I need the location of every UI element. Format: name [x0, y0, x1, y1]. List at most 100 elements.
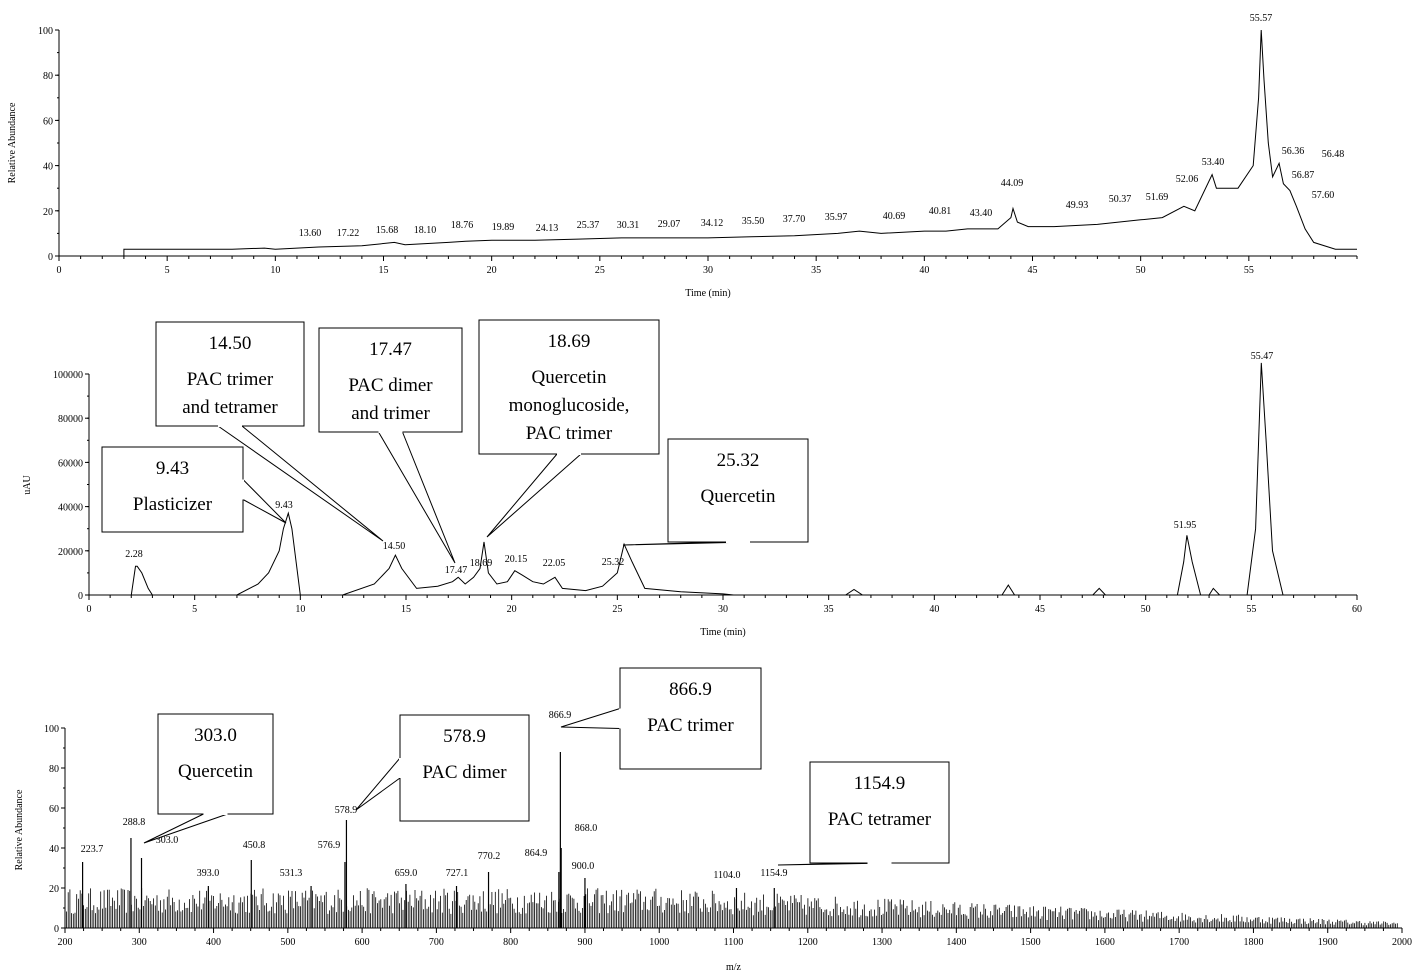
peak-label: 393.0 — [197, 868, 220, 879]
callout-pointer — [560, 708, 621, 729]
x-tick-label: 45 — [1028, 265, 1038, 276]
callout-pointer — [143, 813, 228, 844]
y-tick-label: 80 — [49, 764, 59, 775]
peak-label: 288.8 — [123, 817, 146, 828]
peak-label: 727.1 — [446, 868, 469, 879]
peak-label: 25.32 — [602, 557, 625, 568]
peak-label: 9.43 — [275, 500, 293, 511]
x-tick-label: 50 — [1136, 265, 1146, 276]
x-tick-label: 1600 — [1095, 937, 1115, 948]
peak-label: 35.50 — [742, 216, 765, 227]
peak-label: 2.28 — [125, 549, 143, 560]
callout-pointer — [378, 431, 456, 564]
peak-label: 43.40 — [970, 208, 993, 219]
peak-label: 51.95 — [1174, 520, 1197, 531]
peak-label: 55.57 — [1250, 13, 1273, 24]
y-tick-label: 60 — [43, 116, 53, 127]
peak-label: 770.2 — [478, 851, 501, 862]
callout: 1154.9 PAC tetramer — [777, 761, 950, 866]
callout-value: 18.69 — [548, 331, 591, 352]
y-tick-label: 80 — [43, 71, 53, 82]
x-tick-label: 10 — [270, 265, 280, 276]
x-tick-label: 0 — [57, 265, 62, 276]
peak-label: 20.15 — [505, 554, 528, 565]
x-tick-label: 60 — [1352, 604, 1362, 615]
peak-label: 303.0 — [156, 835, 179, 846]
x-tick-label: 2000 — [1392, 937, 1412, 948]
x-axis-label: Time (min) — [700, 627, 745, 638]
callout-box — [318, 327, 463, 433]
y-tick-label: 0 — [54, 924, 59, 935]
x-tick-label: 30 — [703, 265, 713, 276]
callout-box — [399, 714, 530, 822]
peak-label: 578.9 — [335, 805, 358, 816]
x-tick-label: 1300 — [872, 937, 892, 948]
y-tick-label: 100 — [44, 724, 59, 735]
callout-text: Quercetin — [532, 367, 607, 388]
y-tick-label: 20000 — [58, 547, 83, 558]
x-tick-label: 1400 — [946, 937, 966, 948]
y-tick-label: 100 — [38, 26, 53, 37]
callout-value: 303.0 — [194, 725, 237, 746]
callout-value: 17.47 — [369, 339, 412, 360]
peak-label: 35.97 — [825, 212, 848, 223]
x-tick-label: 300 — [132, 937, 147, 948]
callout-text: PAC trimer — [647, 715, 734, 736]
peak-label: 659.0 — [395, 868, 418, 879]
x-tick-label: 1800 — [1243, 937, 1263, 948]
callout-pointer — [355, 757, 401, 811]
peak-label: 864.9 — [525, 848, 548, 859]
y-tick-label: 40 — [43, 162, 53, 173]
peak-label: 22.05 — [543, 558, 566, 569]
peak-label: 868.0 — [575, 823, 598, 834]
peak-label: 57.60 — [1312, 190, 1335, 201]
x-tick-label: 40 — [919, 265, 929, 276]
peak-label: 18.69 — [470, 558, 493, 569]
callout-text: monoglucoside, — [509, 395, 630, 416]
x-axis-label: m/z — [726, 962, 742, 973]
callout-text: Plasticizer — [133, 494, 213, 515]
x-tick-label: 55 — [1244, 265, 1254, 276]
peak-label: 51.69 — [1146, 192, 1169, 203]
peak-label: 55.47 — [1251, 351, 1274, 362]
y-tick-label: 0 — [48, 252, 53, 263]
x-tick-label: 700 — [429, 937, 444, 948]
peak-label: 40.69 — [883, 211, 906, 222]
peak-label: 19.89 — [492, 222, 515, 233]
x-tick-label: 10 — [295, 604, 305, 615]
callout-text: Quercetin — [701, 486, 776, 507]
x-tick-label: 500 — [280, 937, 295, 948]
panel-mass-spectrum: 200 300 400 500 600 700 800 900 1000 1100 1200 1300… — [14, 667, 1412, 973]
x-tick-label: 0 — [87, 604, 92, 615]
x-tick-label: 1500 — [1021, 937, 1041, 948]
callout: 25.32 Quercetin — [622, 438, 809, 546]
callout-pointer — [242, 479, 287, 524]
peak-label: 44.09 — [1001, 178, 1024, 189]
peak-label: 50.37 — [1109, 194, 1132, 205]
callout-text: PAC tetramer — [828, 809, 932, 830]
peak-label: 34.12 — [701, 218, 724, 229]
x-tick-label: 15 — [401, 604, 411, 615]
peak-label: 900.0 — [572, 861, 595, 872]
callout: 14.50 PAC trimer and tetramer — [155, 321, 384, 542]
y-tick-label: 80000 — [58, 414, 83, 425]
callout-box — [155, 321, 305, 427]
callout-text: PAC dimer — [422, 762, 507, 783]
callout-value: 578.9 — [443, 726, 486, 747]
peak-label: 25.37 — [577, 220, 600, 231]
x-tick-label: 900 — [577, 937, 592, 948]
peak-label: 40.81 — [929, 206, 952, 217]
spectrum-noise — [66, 888, 1398, 928]
callout-text: and tetramer — [182, 397, 278, 418]
callout-pointer — [217, 425, 384, 542]
x-tick-label: 20 — [507, 604, 517, 615]
x-tick-label: 5 — [192, 604, 197, 615]
panel-tic-chromatogram: 0 5 10 15 20 25 30 35 40 45 50 55 0 20 40 60 80 100 Time (… — [7, 13, 1358, 299]
callout-pointer — [486, 453, 582, 538]
peak-label: 18.76 — [451, 220, 474, 231]
x-tick-label: 35 — [824, 604, 834, 615]
callout-box — [157, 713, 274, 815]
peak-label: 14.50 — [383, 541, 406, 552]
callout-box — [478, 319, 660, 455]
x-tick-label: 1200 — [798, 937, 818, 948]
